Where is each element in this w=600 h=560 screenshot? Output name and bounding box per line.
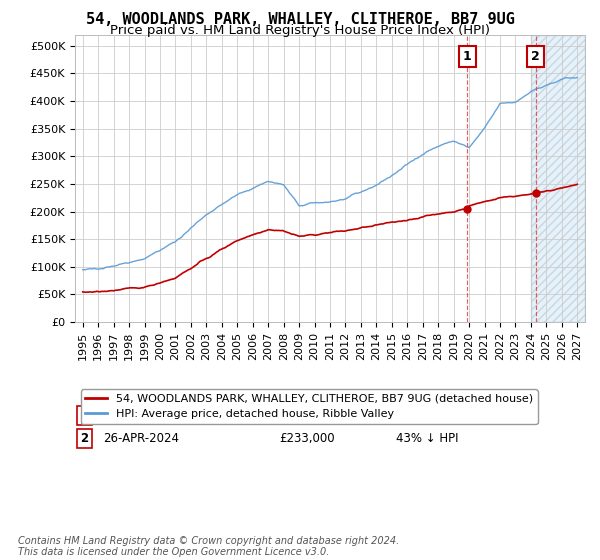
Text: 1: 1 — [80, 409, 88, 422]
Text: 2: 2 — [80, 432, 88, 445]
Text: 54, WOODLANDS PARK, WHALLEY, CLITHEROE, BB7 9UG: 54, WOODLANDS PARK, WHALLEY, CLITHEROE, … — [86, 12, 514, 27]
Text: 26-APR-2024: 26-APR-2024 — [103, 432, 179, 445]
Bar — [531, 35, 585, 322]
Bar — [531, 35, 585, 322]
Text: Contains HM Land Registry data © Crown copyright and database right 2024.
This d: Contains HM Land Registry data © Crown c… — [18, 535, 399, 557]
Legend: 54, WOODLANDS PARK, WHALLEY, CLITHEROE, BB7 9UG (detached house), HPI: Average p: 54, WOODLANDS PARK, WHALLEY, CLITHEROE, … — [80, 389, 538, 424]
Text: 22-NOV-2019: 22-NOV-2019 — [103, 409, 182, 422]
Text: 2: 2 — [532, 50, 540, 63]
Text: £233,000: £233,000 — [279, 432, 335, 445]
Text: 39% ↓ HPI: 39% ↓ HPI — [397, 409, 459, 422]
Text: 1: 1 — [463, 50, 472, 63]
Text: Price paid vs. HM Land Registry's House Price Index (HPI): Price paid vs. HM Land Registry's House … — [110, 24, 490, 37]
Text: 43% ↓ HPI: 43% ↓ HPI — [397, 432, 459, 445]
Text: £205,000: £205,000 — [279, 409, 335, 422]
